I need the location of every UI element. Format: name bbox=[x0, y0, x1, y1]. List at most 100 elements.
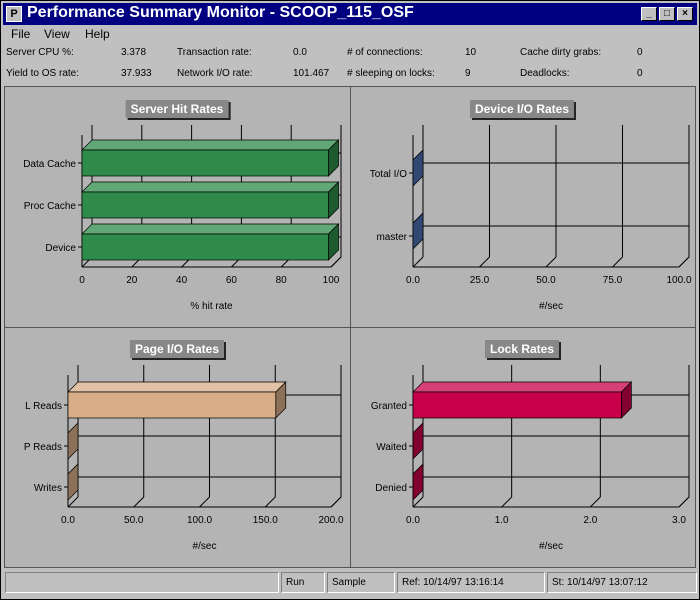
x-tick-label: 0.0 bbox=[406, 515, 420, 526]
category-label: Waited bbox=[376, 442, 407, 453]
x-tick-label: 2.0 bbox=[583, 515, 597, 526]
panel-divider-horizontal bbox=[5, 327, 695, 328]
stats-area: Server CPU %: 3.378 Transaction rate: 0.… bbox=[3, 43, 697, 87]
x-axis-title: % hit rate bbox=[190, 301, 233, 312]
x-tick-label: 1.0 bbox=[495, 515, 509, 526]
category-label: Total I/O bbox=[370, 169, 407, 180]
status-message-field bbox=[5, 572, 279, 593]
bar bbox=[412, 391, 622, 419]
stat-label-connections: # of connections: bbox=[347, 47, 423, 58]
panel-title: Page I/O Rates bbox=[129, 340, 225, 358]
x-tick-label: 60 bbox=[226, 275, 238, 286]
page-io-rates-panel: Page I/O Rates 0.0 50.0 100.0 150.0 200.0 L R… bbox=[5, 327, 350, 567]
category-label: Proc Cache bbox=[24, 201, 77, 212]
bar-top bbox=[81, 181, 340, 193]
app-icon[interactable]: P bbox=[6, 6, 22, 22]
floor-line bbox=[67, 496, 79, 508]
category-label: Granted bbox=[371, 401, 407, 412]
window-title: Performance Summary Monitor - SCOOP_115_… bbox=[27, 4, 414, 21]
stat-label-yield: Yield to OS rate: bbox=[6, 68, 79, 79]
maximize-button[interactable]: □ bbox=[659, 7, 675, 21]
bar-side bbox=[412, 212, 424, 250]
stat-label-sleeping: # sleeping on locks: bbox=[347, 68, 435, 79]
menu-view[interactable]: View bbox=[44, 27, 70, 41]
floor-line bbox=[678, 496, 690, 508]
stat-label-cpu: Server CPU %: bbox=[6, 47, 74, 58]
x-tick-label: 80 bbox=[276, 275, 288, 286]
status-start-time: St: 10/14/97 13:07:12 bbox=[547, 572, 697, 593]
panel-title: Lock Rates bbox=[484, 340, 560, 358]
stat-label-dirty-grabs: Cache dirty grabs: bbox=[520, 47, 602, 58]
x-axis-title: #/sec bbox=[539, 301, 563, 312]
floor-line bbox=[612, 256, 623, 268]
chart-svg: 0.0 1.0 2.0 3.0 Granted Waited Denied #/sec bbox=[371, 365, 690, 552]
stat-value-connections: 10 bbox=[465, 47, 477, 58]
bar-top bbox=[81, 223, 340, 235]
category-label: Denied bbox=[375, 483, 407, 494]
x-tick-label: 50.0 bbox=[536, 275, 556, 286]
x-tick-label: 0.0 bbox=[406, 275, 420, 286]
x-tick-label: 25.0 bbox=[470, 275, 490, 286]
menu-file[interactable]: File bbox=[11, 27, 31, 41]
x-tick-label: 0.0 bbox=[61, 515, 75, 526]
floor-line bbox=[545, 256, 557, 268]
category-label: Data Cache bbox=[23, 159, 76, 170]
stat-value-network: 101.467 bbox=[293, 68, 330, 79]
panel-title: Device I/O Rates bbox=[469, 100, 575, 118]
stat-value-transaction: 0.0 bbox=[293, 47, 307, 58]
x-tick-label: 100.0 bbox=[187, 515, 212, 526]
floor-line bbox=[199, 496, 210, 508]
x-tick-label: 100.0 bbox=[666, 275, 691, 286]
charts-area: Server Hit Rates 0 20 40 60 80 100 Data Cache P… bbox=[4, 86, 696, 568]
device-io-rates-panel: Device I/O Rates 0.0 25.0 50.0 75.0 100.0 Tot… bbox=[350, 87, 695, 327]
menu-bar: File View Help bbox=[3, 25, 697, 43]
bar-side bbox=[412, 463, 424, 501]
bar bbox=[67, 391, 277, 419]
status-state: Run bbox=[281, 572, 325, 593]
title-bar[interactable]: P Performance Summary Monitor - SCOOP_11… bbox=[3, 3, 697, 25]
x-tick-label: 150.0 bbox=[253, 515, 278, 526]
status-ref-time: Ref: 10/14/97 13:16:14 bbox=[397, 572, 545, 593]
x-tick-label: 40 bbox=[176, 275, 188, 286]
bar-side bbox=[67, 463, 79, 501]
stat-value-yield: 37.933 bbox=[121, 68, 152, 79]
floor-line bbox=[264, 496, 276, 508]
stat-value-deadlocks: 0 bbox=[637, 68, 643, 79]
stat-label-network: Network I/O rate: bbox=[177, 68, 253, 79]
x-tick-label: 75.0 bbox=[603, 275, 623, 286]
close-button[interactable]: × bbox=[677, 7, 693, 21]
x-tick-label: 100 bbox=[323, 275, 340, 286]
stat-value-dirty-grabs: 0 bbox=[637, 47, 643, 58]
minimize-button[interactable]: _ bbox=[641, 7, 657, 21]
floor-line bbox=[589, 496, 601, 508]
bar bbox=[81, 149, 329, 177]
category-label: master bbox=[376, 232, 407, 243]
floor-line bbox=[479, 256, 490, 268]
bar bbox=[81, 191, 329, 219]
bar-top bbox=[412, 381, 633, 393]
floor-line bbox=[412, 496, 424, 508]
chart-svg: 0.0 25.0 50.0 75.0 100.0 Total I/O master #/sec bbox=[370, 125, 692, 312]
status-bar: Run Sample Ref: 10/14/97 13:16:14 St: 10… bbox=[3, 572, 697, 594]
bar-side bbox=[412, 149, 424, 187]
x-tick-label: 200.0 bbox=[318, 515, 343, 526]
bar bbox=[81, 233, 329, 261]
status-mode: Sample bbox=[327, 572, 395, 593]
x-tick-label: 3.0 bbox=[672, 515, 686, 526]
panel-title: Server Hit Rates bbox=[125, 100, 229, 118]
floor-line bbox=[678, 256, 690, 268]
stat-label-deadlocks: Deadlocks: bbox=[520, 68, 570, 79]
x-tick-label: 20 bbox=[126, 275, 138, 286]
floor-line bbox=[133, 496, 145, 508]
stat-value-sleeping: 9 bbox=[465, 68, 471, 79]
category-label: L Reads bbox=[25, 401, 62, 412]
x-tick-label: 0 bbox=[79, 275, 85, 286]
lock-rates-panel: Lock Rates 0.0 1.0 2.0 3.0 Granted Waited Deni… bbox=[350, 327, 695, 567]
bar-side bbox=[412, 422, 424, 460]
category-label: Writes bbox=[34, 483, 62, 494]
bar-top bbox=[67, 381, 287, 393]
floor-line bbox=[412, 256, 424, 268]
floor-line bbox=[330, 496, 342, 508]
menu-help[interactable]: Help bbox=[85, 27, 110, 41]
